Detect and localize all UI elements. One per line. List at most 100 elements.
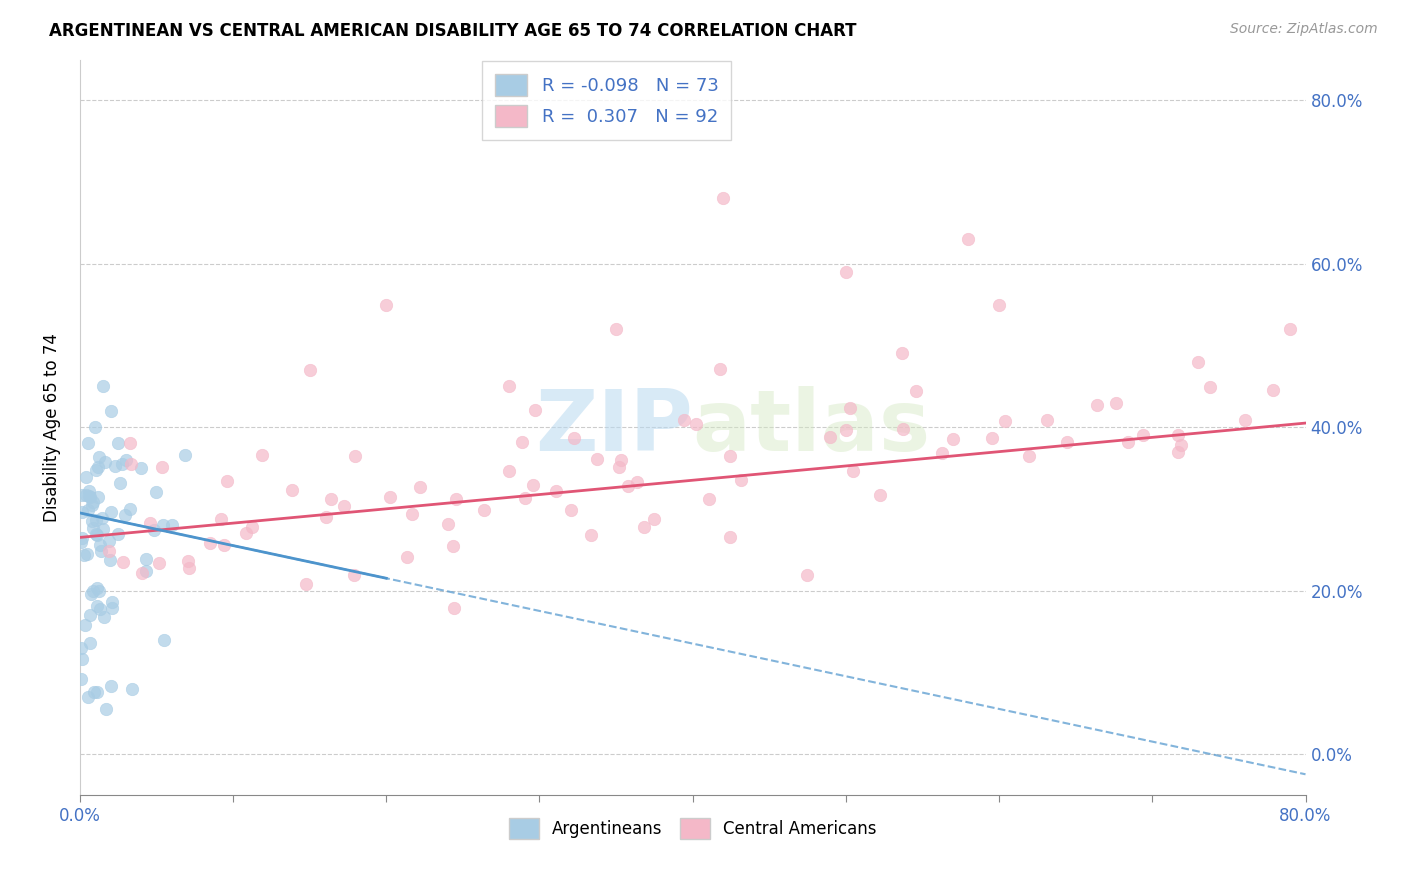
Point (891, 421, 914, 435)
Point (76, 470, 98, 484)
Point (77, 503, 100, 517)
Point (87, 583, 110, 598)
Point (86, 581, 108, 595)
Point (76, 436, 98, 450)
Point (730, 473, 752, 487)
Point (718, 530, 741, 544)
Point (179, 561, 201, 575)
Point (94, 455, 117, 469)
Y-axis label: Disability Age 65 to 74: Disability Age 65 to 74 (44, 333, 60, 522)
Point (77, 483, 100, 498)
Point (70, 505, 93, 519)
Point (344, 449, 367, 463)
Point (89, 602, 111, 616)
Text: Source: ZipAtlas.com: Source: ZipAtlas.com (1230, 22, 1378, 37)
Point (673, 413, 696, 427)
Point (82, 495, 104, 509)
Point (633, 520, 655, 534)
Point (586, 451, 609, 466)
Point (87, 459, 110, 474)
Point (114, 508, 136, 522)
Point (148, 556, 170, 570)
Point (79, 635, 101, 649)
Point (1036, 413, 1059, 427)
Point (129, 461, 152, 475)
Point (70, 673, 93, 687)
Point (1263, 383, 1285, 397)
Point (835, 265, 858, 279)
Point (315, 509, 337, 524)
Point (626, 475, 648, 490)
Point (709, 362, 731, 376)
Point (1167, 444, 1189, 458)
Point (685, 417, 707, 431)
Point (118, 501, 141, 516)
Point (77, 490, 100, 504)
Point (94, 702, 117, 716)
Point (988, 298, 1011, 312)
Point (343, 567, 366, 582)
Point (1056, 435, 1078, 450)
Point (145, 485, 167, 500)
Point (240, 520, 263, 534)
Point (607, 459, 630, 474)
Point (931, 446, 953, 460)
Point (1167, 427, 1189, 442)
Point (101, 594, 124, 608)
Point (150, 459, 173, 474)
Point (91, 379, 114, 393)
Point (1187, 355, 1209, 369)
Point (564, 431, 586, 445)
Point (375, 298, 398, 312)
Point (87, 450, 110, 464)
Point (98, 553, 121, 567)
Point (401, 507, 423, 521)
Point (70, 535, 93, 549)
Point (82, 521, 104, 535)
Text: ARGENTINEAN VS CENTRAL AMERICAN DISABILITY AGE 65 TO 74 CORRELATION CHART: ARGENTINEAN VS CENTRAL AMERICAN DISABILI… (49, 22, 856, 40)
Point (498, 463, 520, 477)
Point (1279, 322, 1302, 336)
Point (86, 599, 108, 613)
Point (121, 457, 143, 471)
Point (842, 465, 865, 479)
Point (711, 191, 734, 205)
Point (131, 566, 153, 581)
Point (84, 420, 107, 434)
Point (160, 518, 183, 533)
Point (869, 488, 891, 502)
Point (498, 379, 520, 393)
Point (235, 525, 257, 540)
Point (378, 490, 401, 504)
Point (209, 512, 232, 526)
Point (1018, 449, 1040, 463)
Point (200, 536, 222, 550)
Point (1116, 434, 1139, 449)
Point (472, 503, 495, 517)
Point (835, 423, 858, 437)
Point (135, 565, 157, 579)
Point (295, 577, 318, 591)
Point (121, 681, 143, 696)
Text: ZIP: ZIP (534, 385, 693, 468)
Point (605, 322, 627, 336)
Legend: Argentineans, Central Americans: Argentineans, Central Americans (502, 812, 883, 846)
Point (818, 430, 841, 444)
Point (522, 478, 544, 492)
Point (617, 479, 640, 493)
Point (152, 518, 174, 533)
Point (98, 544, 121, 558)
Point (90, 511, 112, 525)
Point (697, 492, 720, 507)
Point (77, 690, 100, 704)
Point (215, 475, 238, 489)
Point (957, 232, 980, 246)
Point (443, 601, 465, 615)
Point (718, 450, 741, 464)
Point (82, 499, 104, 513)
Point (1105, 395, 1128, 409)
Point (83, 685, 105, 699)
Point (90, 544, 112, 558)
Point (544, 484, 567, 499)
Point (838, 401, 860, 416)
